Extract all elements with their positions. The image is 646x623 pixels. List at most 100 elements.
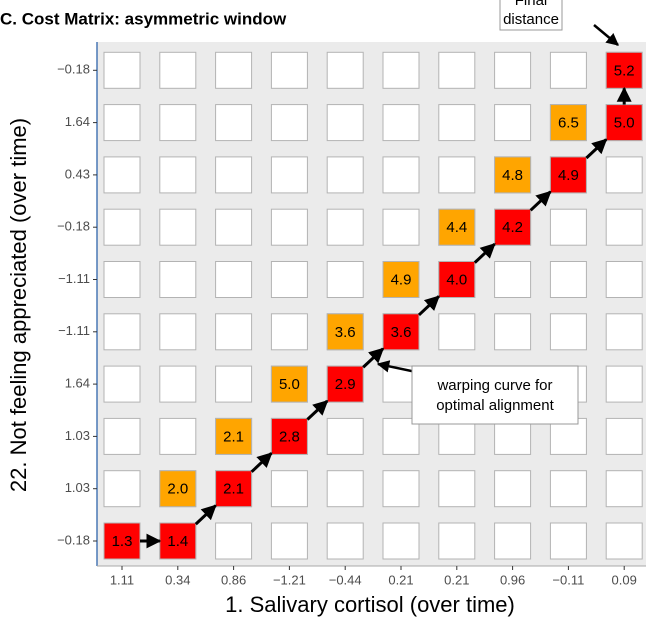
y-axis-label: 22. Not feeling appreciated (over time) [6,118,31,492]
cell [103,156,141,194]
cell [215,313,253,351]
cell [382,208,420,246]
y-tick-label: 1.03 [65,480,90,495]
cost-cell [494,208,532,246]
path-arrow [250,452,273,473]
cell [549,51,587,89]
cell-value: 5.0 [279,376,300,393]
cell [326,104,364,142]
path-arrow [417,295,440,317]
x-tick-label: −1.21 [273,572,306,587]
x-tick-label: 0.21 [388,572,413,587]
x-tick-label: 0.96 [500,572,525,587]
cell [326,261,364,298]
x-tick-label: −0.44 [329,572,362,587]
cell [270,208,308,246]
cell-value: 4.2 [502,219,523,236]
cell [215,522,253,560]
cell [270,261,308,298]
cell-value: 5.0 [614,115,635,132]
cell [326,51,364,89]
cell [382,522,420,560]
cell-value: 4.9 [391,271,412,288]
cell [438,313,476,351]
cost-cell [103,522,141,560]
cell [215,104,253,142]
cell [270,104,308,142]
cell [438,51,476,89]
cell-value: 2.8 [279,428,300,445]
cell-value: 1.3 [112,533,133,550]
chart-title: C. Cost Matrix: asymmetric window [0,9,287,28]
cell [605,208,643,246]
cell [103,104,141,142]
cell [605,365,643,403]
cell [326,522,364,560]
path-arrow [473,242,496,264]
y-tick-label: −1.11 [58,271,90,286]
cost-cell [326,313,364,351]
cell [549,313,587,351]
cell [549,470,587,508]
cost-cell [382,261,420,298]
cell [103,261,141,298]
cost-cell [382,313,420,351]
cell [549,261,587,298]
annotation: distance [503,11,559,28]
cell-value: 2.9 [335,376,356,393]
cell [270,522,308,560]
cost-cell [494,156,532,194]
cell [494,470,532,508]
cost-cell [270,365,308,403]
x-tick-label: 1.11 [110,572,134,587]
cell [159,313,197,351]
path-arrow [585,138,608,160]
path-arrow [306,399,329,421]
y-tick-label: −1.11 [58,323,90,338]
cell [326,208,364,246]
x-tick-label: 0.09 [612,572,637,587]
cost-cell [326,365,364,403]
cell [159,261,197,298]
cost-cell [215,417,253,455]
cell [326,156,364,194]
cell [494,313,532,351]
cell [270,51,308,89]
x-tick-label: −0.11 [552,572,584,587]
cell-value: 2.1 [223,481,244,498]
annotation-box [411,365,579,425]
cell [605,470,643,508]
cell [215,261,253,298]
x-tick-label: 0.86 [221,572,246,587]
cell-value: 4.9 [558,167,579,184]
cell [215,51,253,89]
cell [103,313,141,351]
cell-value: 4.8 [502,167,523,184]
cell [438,470,476,508]
cell [103,470,141,508]
cell [382,470,420,508]
annotation: warping curve for [436,377,552,394]
cell [605,261,643,298]
y-tick-label: 1.64 [65,376,90,391]
path-arrow [529,190,552,212]
cell-value: 4.4 [446,219,467,236]
cell-value: 6.5 [558,115,579,132]
cell [605,313,643,351]
annotation-box [499,0,563,31]
cost-cell [438,208,476,246]
cell-value: 2.0 [167,481,188,498]
x-tick-label: 0.21 [444,572,469,587]
cell [382,104,420,142]
cell [494,261,532,298]
cell [605,522,643,560]
cell-value: 3.6 [335,324,356,341]
x-axis-label: 1. Salivary cortisol (over time) [225,592,515,617]
cell [326,417,364,455]
cell [382,51,420,89]
cell-value: 3.6 [391,324,412,341]
annotation-arrow [593,24,619,46]
path-arrow [362,347,385,369]
cell [103,208,141,246]
